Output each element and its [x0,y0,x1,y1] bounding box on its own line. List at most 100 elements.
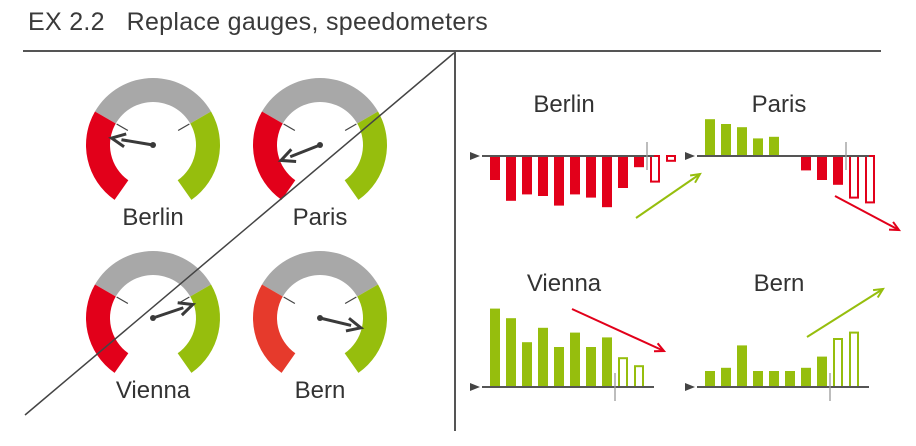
forecast-bar [634,365,644,388]
vertical-separator [454,51,456,431]
forecast-bar [849,331,859,388]
bar [490,156,500,180]
forecast-bar [865,155,875,204]
gauge-tick-right [344,123,357,132]
trend-arrow [806,288,884,338]
gauge-hub [317,142,323,148]
gauge-needle [152,306,184,320]
forecast-bar [618,357,628,388]
gauge-needle-head [345,317,365,333]
gauge-hub [150,142,156,148]
bar [801,156,811,171]
gauge-tick-left [283,123,296,132]
bar [769,371,779,387]
gauge-green-band [344,284,387,373]
bar [785,371,795,387]
gauge-red-band [86,111,129,200]
bars-group [490,308,644,388]
gauge-green-band [177,111,220,200]
bar [506,318,516,387]
gauge-tick-left [283,296,296,305]
gauge-red-band [253,111,296,200]
trend-arrow-head [888,221,902,232]
gauge-needle-head [277,148,297,163]
gauge-gray-band [261,251,379,297]
gauge-label: Berlin [122,204,183,231]
bar [602,337,612,387]
gauge-tick-left [116,296,129,305]
gauge-needle [319,316,352,327]
trend-arrow [834,195,900,231]
forecast-bar [650,155,660,183]
bar [522,342,532,387]
bar [602,156,612,208]
axis-marker [470,383,480,391]
gauge-paris: Paris [253,78,387,231]
bars-group [705,331,859,388]
trend-arrow [571,308,665,352]
gauge-red-band [86,284,129,373]
bar [538,327,548,387]
forecast-bar [666,155,676,162]
gauge-gray-band [261,78,379,124]
bar [833,156,843,185]
axis-marker [470,152,480,160]
gauge-needle [289,143,321,159]
bar [634,156,644,168]
trend-arrow-head [872,287,885,299]
gauge-bern: Bern [253,251,387,404]
bar [538,156,548,196]
axis-marker [685,383,695,391]
axis-marker [685,152,695,160]
gauge-needle-head [108,132,127,149]
bar [618,156,628,188]
forecast-bar [849,155,859,199]
bar [753,371,763,387]
chart-title: Berlin [533,91,594,118]
bar [737,127,747,156]
bar [570,332,580,387]
bar [506,156,516,201]
chart-title: Vienna [527,270,602,297]
bar [705,371,715,387]
header-rule [23,50,881,52]
chart-title: Paris [752,91,807,118]
gauge-green-band [177,284,220,373]
trend-arrow-head [653,342,667,353]
strike-through-line [24,52,455,416]
bar [586,347,596,387]
bar [490,308,500,387]
gauge-needle [121,138,154,147]
page-title: EX 2.2 Replace gauges, speedometers [28,8,488,36]
gauge-hub [150,315,156,321]
bar-chart-berlin: Berlin [470,91,702,219]
gauge-label: Vienna [116,377,191,404]
bar [817,356,827,387]
gauge-tick-left [116,123,129,132]
bar [570,156,580,195]
trend-arrow [635,173,701,219]
bars-group [705,119,875,204]
bar [554,347,564,387]
gauge-berlin: Berlin [86,78,220,231]
bar-chart-bern: Bern [685,270,885,401]
gauge-hub [317,315,323,321]
gauge-green-band [344,111,387,200]
bars-group [490,155,676,208]
bar-chart-paris: Paris [685,91,902,232]
gauge-gray-band [94,78,212,124]
bar-chart-vienna: Vienna [470,270,667,401]
bar [721,124,731,156]
gauge-tick-right [177,123,190,132]
bar [737,345,747,387]
gauge-vienna: Vienna [86,251,220,404]
gauge-needle-head [177,301,197,317]
bar [554,156,564,206]
bar [586,156,596,198]
bar [753,138,763,156]
bar [817,156,827,180]
trend-arrow-head [689,172,702,184]
bar [522,156,532,195]
gauge-gray-band [94,251,212,297]
